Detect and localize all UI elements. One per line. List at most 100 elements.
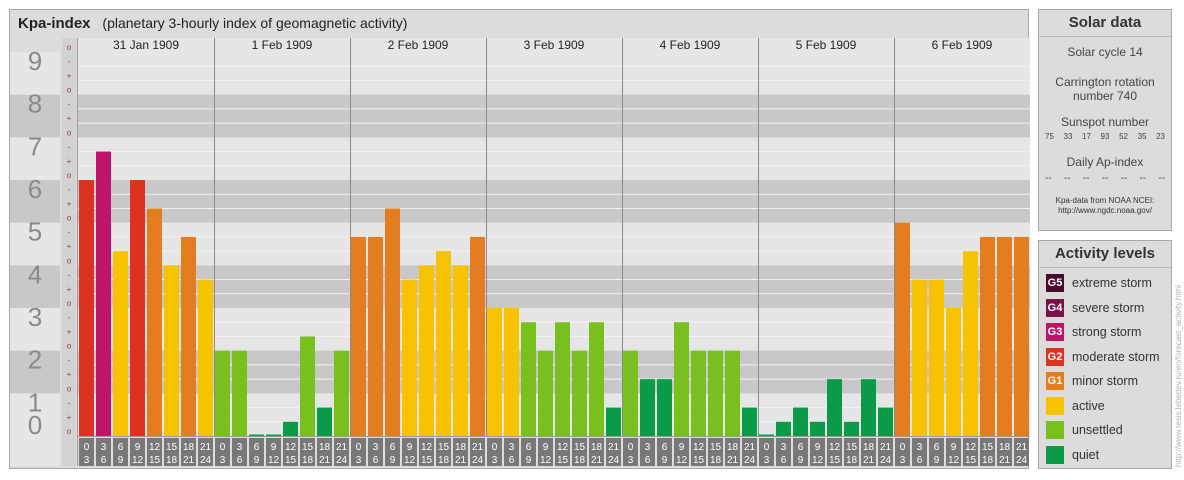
source-credit[interactable]: http://www.tesis.lebedev.ru/en/forecast_… [1174, 284, 1183, 467]
slot-start-label: 15 [982, 442, 994, 453]
kp-bar [436, 251, 451, 436]
slot-start-label: 21 [744, 442, 756, 453]
ap-values: -- -- -- -- -- -- -- [1039, 173, 1171, 184]
y-minor-tick: + [67, 370, 72, 379]
kp-bar [963, 251, 978, 436]
slot-end-label: 21 [183, 455, 195, 466]
day-label: 2 Feb 1909 [388, 38, 449, 52]
kp-bar [113, 251, 128, 436]
kp-bar [504, 308, 519, 436]
grid-band [78, 180, 1030, 223]
slot-tile [181, 438, 196, 466]
source-note-line2: http://www.ngdc.noaa.gov/ [1058, 206, 1152, 215]
slot-end-label: 18 [982, 455, 994, 466]
y-minor-tick: - [68, 185, 71, 194]
slot-start-label: 6 [390, 442, 396, 453]
slot-start-label: 3 [101, 442, 107, 453]
slot-tile [827, 438, 842, 466]
slot-start-label: 3 [509, 442, 515, 453]
slot-tile [708, 438, 723, 466]
slot-start-label: 18 [183, 442, 195, 453]
slot-start-label: 21 [336, 442, 348, 453]
slot-end-label: 9 [798, 455, 804, 466]
y-minor-tick: - [68, 399, 71, 408]
slot-start-label: 0 [220, 442, 226, 453]
slot-tile [759, 438, 774, 466]
grid-band [78, 94, 1030, 138]
y-minor-tick: - [68, 228, 71, 237]
slot-end-label: 18 [166, 455, 178, 466]
y-minor-tick: + [67, 71, 72, 80]
slot-start-label: 6 [934, 442, 940, 453]
slot-tile [1014, 438, 1029, 466]
level-moderate-storm: G2 moderate storm [1039, 345, 1171, 370]
y-minor-tick: - [68, 356, 71, 365]
slot-start-label: 9 [271, 442, 277, 453]
sunspot-value: 75 [1045, 132, 1054, 141]
slot-end-label: 9 [118, 455, 124, 466]
kp-bar [929, 279, 944, 436]
level-swatch: G2 [1046, 347, 1064, 366]
slot-end-label: 15 [557, 455, 569, 466]
slot-end-label: 15 [285, 455, 297, 466]
y-tick-label: 4 [28, 259, 42, 289]
slot-tile [79, 438, 94, 466]
kp-bar [657, 379, 672, 436]
slot-tile [164, 438, 179, 466]
slot-end-label: 6 [509, 455, 515, 466]
y-tick-label: 6 [28, 174, 42, 204]
y-minor-tick: o [67, 342, 72, 351]
slot-end-label: 15 [693, 455, 705, 466]
ap-value: -- [1158, 173, 1165, 184]
level-label: active [1072, 398, 1105, 413]
slot-end-label: 3 [628, 455, 634, 466]
slot-start-label: 21 [200, 442, 212, 453]
day-header-band [78, 38, 1030, 52]
slot-end-label: 24 [880, 455, 892, 466]
kp-bar [249, 434, 264, 436]
slot-tile [640, 438, 655, 466]
y-axis-tile [10, 308, 60, 351]
slot-tile [198, 438, 213, 466]
kp-bar [912, 279, 927, 436]
slot-end-label: 12 [268, 455, 280, 466]
grid-band [78, 308, 1030, 351]
slot-start-label: 12 [693, 442, 705, 453]
sunspot-value: 35 [1137, 132, 1147, 141]
slot-start-label: 12 [965, 442, 977, 453]
level-swatch: G5 [1046, 274, 1064, 293]
slot-end-label: 3 [356, 455, 362, 466]
y-minor-tick: o [67, 128, 72, 137]
grid-band [78, 137, 1030, 180]
slot-start-label: 9 [543, 442, 549, 453]
day-label: 1 Feb 1909 [252, 38, 313, 52]
slot-end-label: 18 [574, 455, 586, 466]
slot-start-label: 15 [574, 442, 586, 453]
slot-end-label: 6 [645, 455, 651, 466]
day-label: 6 Feb 1909 [932, 38, 993, 52]
y-tick-label: 0 [28, 410, 42, 440]
slot-start-label: 6 [662, 442, 668, 453]
slot-tile [980, 438, 995, 466]
slot-end-label: 12 [676, 455, 688, 466]
level-label: extreme storm [1072, 276, 1152, 291]
slot-end-label: 24 [744, 455, 756, 466]
sunspot-values: 75 33 17 93 52 35 23 [1039, 132, 1171, 141]
kp-bar [946, 308, 961, 436]
slot-start-label: 0 [628, 442, 634, 453]
y-axis-tile [10, 265, 60, 308]
y-tick-label: 7 [28, 131, 42, 161]
slot-tile [453, 438, 468, 466]
kp-bar [215, 350, 230, 436]
kp-bar [776, 421, 791, 436]
slot-start-label: 0 [492, 442, 498, 453]
kp-bar [742, 407, 757, 436]
kp-bar [538, 350, 553, 436]
slot-tile [317, 438, 332, 466]
kp-bar [266, 434, 281, 436]
kp-bar [708, 350, 723, 436]
y-axis-tile [10, 180, 60, 223]
solar-data-title: Solar data [1039, 10, 1171, 37]
slot-end-label: 21 [455, 455, 467, 466]
ap-title: Daily Ap-index [1066, 155, 1144, 169]
